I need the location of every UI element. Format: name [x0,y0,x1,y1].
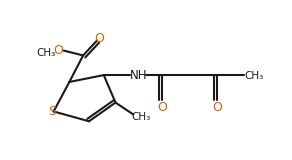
Text: O: O [157,101,167,114]
Text: NH: NH [129,69,147,82]
Text: CH₃: CH₃ [244,71,264,81]
Text: O: O [54,44,63,57]
Text: O: O [94,32,104,45]
Text: CH₃: CH₃ [36,48,55,58]
Text: CH₃: CH₃ [131,112,151,122]
Text: S: S [48,105,56,118]
Text: O: O [212,101,222,114]
